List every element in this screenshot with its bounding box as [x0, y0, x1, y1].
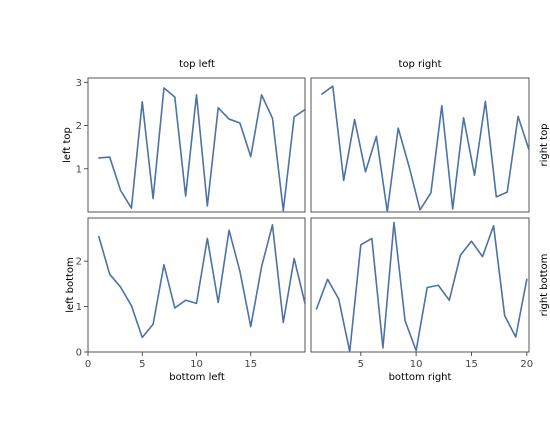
- x-axis-label: bottom left: [169, 372, 225, 383]
- plot-frame: [310, 217, 530, 353]
- x-tick-label: 5: [358, 359, 364, 370]
- marks: [321, 85, 530, 213]
- plot-frame: [87, 217, 306, 353]
- x-tick-label: 0: [85, 359, 91, 370]
- x-tick-label: 15: [465, 359, 478, 370]
- x-tick-label: 10: [410, 359, 423, 370]
- y-tick-label: 1: [76, 164, 82, 175]
- y-axis-label: right bottom: [539, 254, 550, 317]
- series-line: [321, 85, 530, 213]
- y-tick-label: 2: [76, 121, 82, 132]
- x-tick-label: 15: [244, 359, 257, 370]
- y-tick-label: 0: [76, 348, 82, 359]
- x-tick-label: 5: [139, 359, 145, 370]
- x-tick-label: 10: [190, 359, 203, 370]
- panel-top-left: top left left top 1 2 3: [62, 59, 306, 213]
- y-tick-label: 1: [76, 302, 82, 313]
- panel-bottom-right: bottom right right bottom 5 10 15 20: [310, 217, 550, 383]
- y-axis-label: left top: [62, 127, 73, 163]
- y-axis-label: left bottom: [65, 257, 76, 313]
- marks: 0 1 2 0 5 10 15: [76, 224, 306, 370]
- panel-title: top left: [179, 59, 215, 70]
- series-line: [315, 221, 528, 353]
- series-line: [98, 87, 306, 212]
- y-axis-label: right top: [539, 123, 550, 166]
- plot-frame: [310, 77, 530, 213]
- y-tick-label: 3: [76, 78, 82, 89]
- plot-frame: [87, 77, 306, 213]
- series-line: [98, 224, 306, 339]
- panel-top-right: top right right top: [310, 59, 550, 213]
- marks: 1 2 3: [76, 78, 306, 212]
- x-axis-label: bottom right: [389, 372, 452, 383]
- marks: 5 10 15 20: [315, 221, 533, 370]
- panel-bottom-left: bottom left left bottom 0 1 2 0 5 10 15: [65, 217, 306, 383]
- y-tick-label: 2: [76, 257, 82, 268]
- panel-title: top right: [398, 59, 441, 70]
- x-tick-label: 20: [520, 359, 533, 370]
